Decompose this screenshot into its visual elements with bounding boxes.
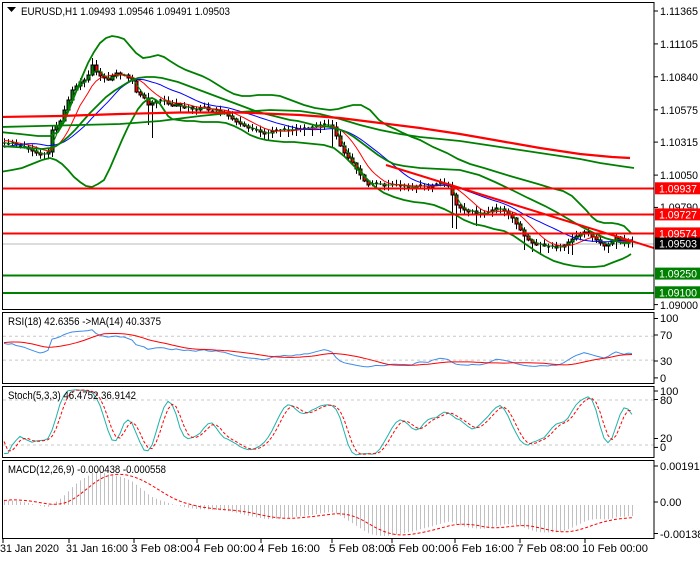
svg-text:0.00: 0.00 bbox=[660, 497, 681, 509]
svg-text:5 Feb 08:00: 5 Feb 08:00 bbox=[329, 543, 391, 555]
svg-text:1.09250: 1.09250 bbox=[659, 269, 697, 281]
svg-text:1.11365: 1.11365 bbox=[660, 6, 698, 18]
svg-text:10 Feb 00:00: 10 Feb 00:00 bbox=[582, 543, 648, 555]
svg-text:1.09503: 1.09503 bbox=[659, 239, 697, 251]
svg-text:6 Feb 16:00: 6 Feb 16:00 bbox=[452, 543, 514, 555]
svg-text:1.10050: 1.10050 bbox=[660, 170, 698, 182]
svg-text:1.11105: 1.11105 bbox=[660, 39, 698, 51]
svg-text:1.09100: 1.09100 bbox=[659, 287, 697, 299]
svg-text:31 Jan 16:00: 31 Jan 16:00 bbox=[66, 543, 128, 555]
svg-text:0: 0 bbox=[660, 373, 666, 385]
svg-text:1.09937: 1.09937 bbox=[659, 183, 697, 195]
svg-text:1.10575: 1.10575 bbox=[660, 105, 698, 117]
svg-text:20: 20 bbox=[660, 433, 672, 445]
svg-text:EURUSD,H1 1.09493 1.09546 1.0: EURUSD,H1 1.09493 1.09546 1.09491 1.0950… bbox=[21, 6, 230, 18]
svg-text:Stoch(5,3,3) 46.4752 36.9142: Stoch(5,3,3) 46.4752 36.9142 bbox=[8, 390, 136, 402]
svg-text:1.09000: 1.09000 bbox=[660, 300, 698, 312]
svg-text:31 Jan 2020: 31 Jan 2020 bbox=[0, 543, 59, 555]
svg-text:4 Feb 16:00: 4 Feb 16:00 bbox=[258, 543, 320, 555]
svg-text:70: 70 bbox=[660, 330, 672, 342]
svg-text:100: 100 bbox=[660, 313, 678, 325]
svg-text:RSI(18) 42.6356 ->MA(14) 40.3: RSI(18) 42.6356 ->MA(14) 40.3375 bbox=[8, 316, 161, 328]
svg-text:MACD(12,26,9) -0.000438 -0.000: MACD(12,26,9) -0.000438 -0.000558 bbox=[8, 464, 166, 476]
svg-text:4 Feb 00:00: 4 Feb 00:00 bbox=[194, 543, 256, 555]
svg-text:1.09574: 1.09574 bbox=[659, 228, 697, 240]
svg-text:0: 0 bbox=[660, 442, 666, 454]
svg-text:0.001916: 0.001916 bbox=[660, 461, 700, 473]
svg-text:80: 80 bbox=[660, 395, 672, 407]
svg-text:6 Feb 00:00: 6 Feb 00:00 bbox=[389, 543, 451, 555]
svg-text:1.10315: 1.10315 bbox=[660, 137, 698, 149]
svg-text:30: 30 bbox=[660, 356, 672, 368]
svg-text:1.10840: 1.10840 bbox=[660, 72, 698, 84]
svg-text:-0.001389: -0.001389 bbox=[660, 529, 700, 541]
svg-text:3 Feb 08:00: 3 Feb 08:00 bbox=[131, 543, 193, 555]
svg-text:7 Feb 08:00: 7 Feb 08:00 bbox=[517, 543, 579, 555]
svg-text:1.09727: 1.09727 bbox=[659, 209, 697, 221]
svg-text:100: 100 bbox=[660, 386, 678, 398]
